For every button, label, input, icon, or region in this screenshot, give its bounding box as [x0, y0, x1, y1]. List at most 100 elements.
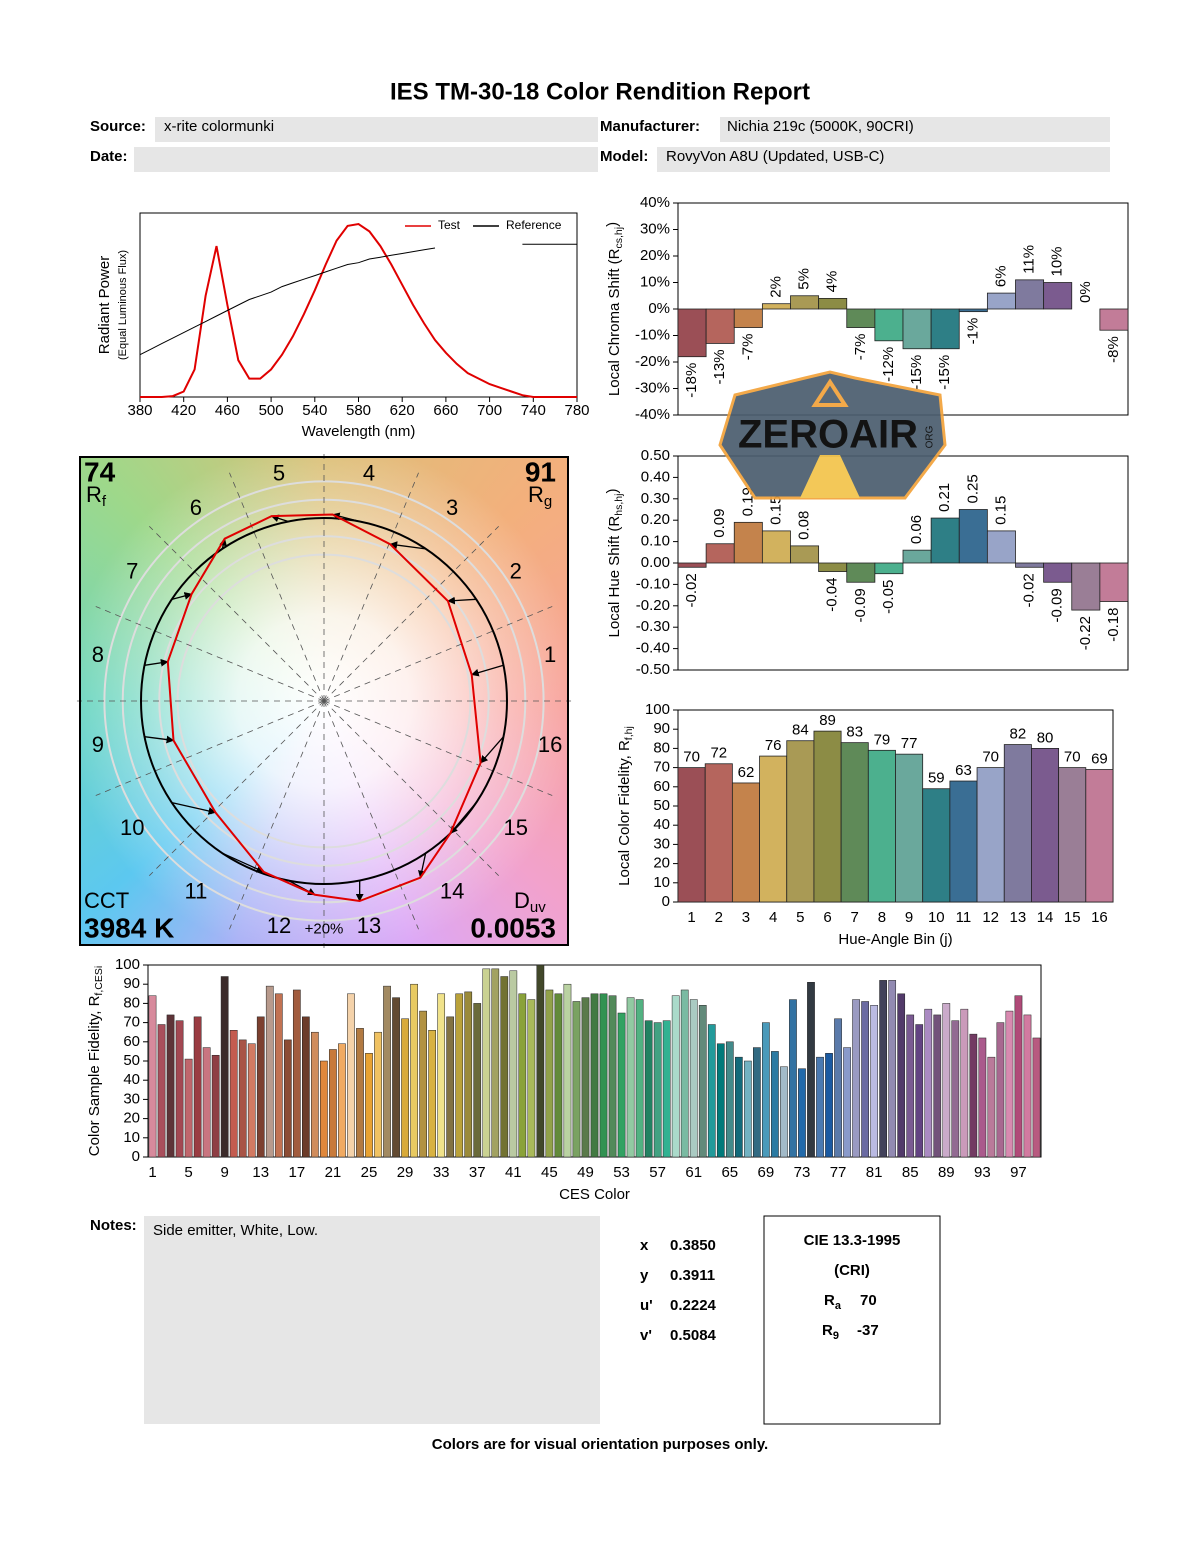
value-label: 83: [846, 724, 863, 741]
bar: [707, 1024, 716, 1158]
bar: [419, 1010, 427, 1158]
y-tick-label: 0.30: [641, 490, 670, 507]
legend-label: Reference: [506, 218, 562, 232]
watermark: ZEROAIR ORG: [718, 370, 947, 500]
x-tick-label: 660: [433, 402, 458, 419]
bar: [888, 980, 897, 1158]
shift-arrow: [270, 514, 289, 523]
x-tick-label: 15: [1064, 909, 1081, 926]
bar: [930, 517, 960, 564]
bin-label: 8: [92, 642, 104, 667]
coord-label: y: [640, 1267, 649, 1284]
bar: [238, 1039, 247, 1158]
value-label: 80: [1037, 729, 1054, 746]
bin-boundary: [149, 700, 325, 876]
bar: [1015, 562, 1045, 568]
x-tick-label: 57: [649, 1164, 666, 1181]
bar: [861, 1001, 869, 1158]
x-tick-label: 2: [715, 909, 723, 926]
field-box: [720, 117, 1110, 142]
value-label: 63: [955, 762, 972, 779]
x-tick-label: 500: [259, 402, 284, 419]
bar: [1085, 769, 1114, 903]
bar: [852, 999, 860, 1158]
rg-label: Rg: [528, 482, 552, 510]
x-tick-label: 13: [1010, 909, 1027, 926]
value-label: -7%: [739, 334, 756, 361]
value-label: 4%: [824, 271, 841, 293]
value-label: 70: [982, 749, 999, 766]
x-tick-label: 61: [685, 1164, 702, 1181]
value-label: -0.18: [1105, 608, 1122, 642]
x-tick-label: 580: [346, 402, 371, 419]
bar: [338, 1043, 346, 1158]
bar: [193, 1016, 202, 1158]
duv-label: Duv: [514, 888, 546, 916]
bar: [347, 993, 355, 1158]
x-tick-label: 29: [397, 1164, 414, 1181]
bar: [229, 1030, 238, 1158]
value-label: -15%: [936, 355, 953, 390]
x-tick-label: 10: [928, 909, 945, 926]
value-label: 6%: [992, 265, 1009, 287]
plot-frame: [139, 212, 578, 398]
bar: [166, 1014, 175, 1158]
value-label: 0.15: [767, 496, 784, 525]
cri-subtitle: (CRI): [834, 1262, 870, 1279]
bar: [790, 545, 820, 564]
watermark-suffix: ORG: [925, 425, 936, 448]
bar: [311, 1031, 319, 1158]
y-tick-label: 0.10: [641, 533, 670, 550]
shift-arrow: [449, 802, 477, 835]
bin-boundary: [229, 700, 325, 930]
bar: [677, 767, 706, 903]
y-axis-label-end: ): [604, 222, 621, 227]
bin-label: 16: [538, 732, 562, 757]
y-tick-label: -0.20: [636, 597, 670, 614]
field-label: Model:: [600, 148, 648, 165]
y-tick-label: -0.10: [636, 575, 670, 592]
bar: [689, 999, 698, 1158]
field-label: Date:: [90, 148, 128, 165]
bar: [969, 1033, 978, 1158]
cri-box: [763, 1215, 941, 1425]
bar: [698, 1005, 707, 1158]
value-label: 5%: [796, 268, 813, 290]
bar: [554, 993, 563, 1158]
vector-frame: [79, 456, 569, 946]
bar: [428, 1030, 436, 1158]
x-tick-label: 1: [687, 909, 695, 926]
bar: [986, 292, 1016, 310]
value-label: 70: [1064, 749, 1081, 766]
bar: [879, 980, 888, 1158]
value-label: -15%: [908, 355, 925, 390]
bar: [401, 1018, 409, 1158]
y-tick-label: 50: [123, 1052, 140, 1069]
y-tick-label: 20: [123, 1110, 140, 1127]
value-label: 62: [738, 764, 755, 781]
value-label: -1%: [964, 318, 981, 345]
y-axis-label-end: ): [604, 489, 621, 494]
x-tick-label: 81: [866, 1164, 883, 1181]
bar: [705, 543, 735, 564]
value-label: 70: [683, 749, 700, 766]
bar: [818, 562, 848, 572]
bar: [1003, 744, 1032, 903]
x-tick-label: 17: [288, 1164, 305, 1181]
bin-label: 14: [440, 879, 464, 904]
value-label: 84: [792, 722, 809, 739]
y-tick-label: 0.50: [641, 447, 670, 464]
bar: [780, 1066, 788, 1158]
bin-label: 5: [273, 461, 285, 486]
test-polygon: [166, 513, 482, 903]
shift-arrow: [470, 664, 504, 677]
y-tick-label: -0.30: [636, 618, 670, 635]
y-tick-label: 30%: [640, 220, 670, 237]
bar: [1005, 1010, 1014, 1158]
coord-label: v': [640, 1327, 652, 1344]
y-tick-label: 100: [645, 701, 670, 718]
bar: [986, 530, 1016, 564]
shift-arrow: [222, 852, 265, 873]
